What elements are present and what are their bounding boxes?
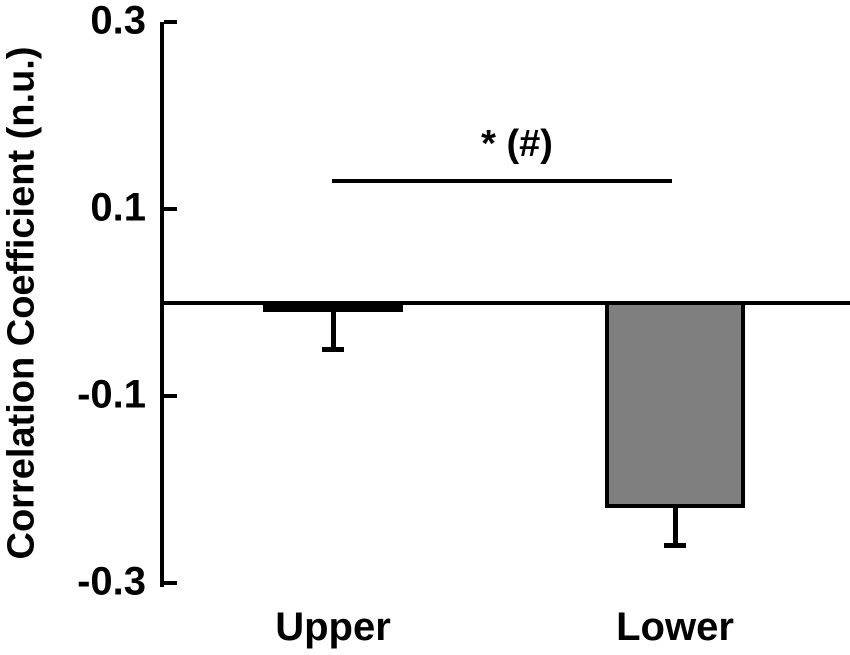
y-axis-tick — [164, 394, 177, 398]
significance-label: * (#) — [481, 122, 553, 165]
zero-baseline — [160, 300, 850, 305]
error-bar-cap-upper — [322, 346, 344, 352]
error-bar-cap-lower — [664, 543, 686, 549]
error-bar-lower — [672, 508, 678, 546]
y-axis-tick-label: -0.3 — [77, 559, 146, 604]
bar-upper — [263, 300, 403, 312]
x-axis-label-upper: Upper — [275, 605, 391, 649]
y-axis-tick — [164, 581, 177, 585]
y-axis-tick-label: -0.1 — [77, 372, 146, 417]
significance-line — [332, 178, 672, 183]
y-axis-tick — [164, 20, 177, 24]
x-axis-label-lower: Lower — [616, 605, 734, 649]
error-bar-upper — [330, 311, 336, 350]
y-axis-line — [160, 22, 164, 587]
y-axis-tick-label: 0.1 — [90, 185, 146, 230]
bar-lower — [605, 300, 745, 509]
y-axis-title: Correlation Coefficient (n.u.) — [0, 46, 43, 560]
y-axis-tick — [164, 207, 177, 211]
y-axis-tick-label: 0.3 — [90, 0, 146, 43]
